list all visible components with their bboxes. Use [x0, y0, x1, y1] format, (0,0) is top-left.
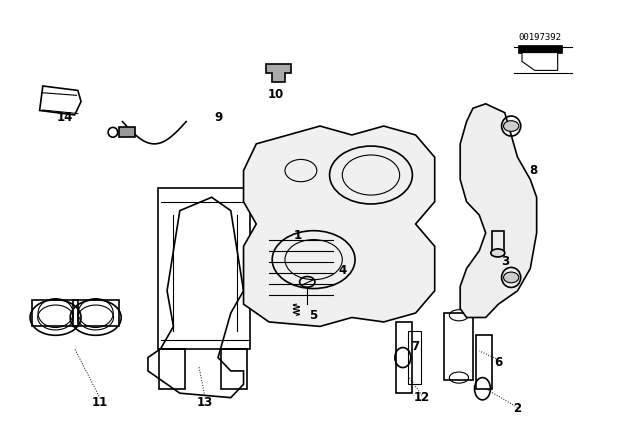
- Bar: [396, 322, 412, 393]
- Ellipse shape: [491, 249, 505, 257]
- Bar: [221, 349, 246, 389]
- Text: 9: 9: [214, 111, 222, 124]
- Bar: [157, 188, 250, 349]
- Bar: [476, 335, 492, 389]
- Polygon shape: [244, 126, 435, 327]
- Bar: [518, 44, 562, 52]
- Text: 11: 11: [92, 396, 108, 409]
- Text: 6: 6: [494, 356, 502, 369]
- Circle shape: [504, 121, 519, 131]
- Text: 2: 2: [513, 402, 522, 415]
- Circle shape: [504, 272, 519, 283]
- Polygon shape: [522, 52, 557, 70]
- Text: 8: 8: [529, 164, 538, 177]
- Text: 14: 14: [57, 111, 74, 124]
- Text: 7: 7: [412, 340, 420, 353]
- Text: 13: 13: [197, 396, 213, 409]
- Bar: [32, 300, 78, 327]
- Text: 1: 1: [294, 228, 301, 241]
- Bar: [119, 127, 135, 137]
- Text: 12: 12: [414, 391, 430, 404]
- Polygon shape: [460, 104, 537, 318]
- Polygon shape: [266, 64, 291, 82]
- Bar: [73, 300, 118, 327]
- Text: 5: 5: [310, 309, 317, 322]
- Text: 10: 10: [268, 88, 284, 101]
- Bar: [492, 231, 504, 255]
- Bar: [444, 313, 473, 380]
- Text: 3: 3: [500, 255, 509, 268]
- Bar: [408, 331, 420, 384]
- Text: 00197392: 00197392: [518, 34, 561, 43]
- Bar: [159, 349, 185, 389]
- Text: 4: 4: [338, 264, 346, 277]
